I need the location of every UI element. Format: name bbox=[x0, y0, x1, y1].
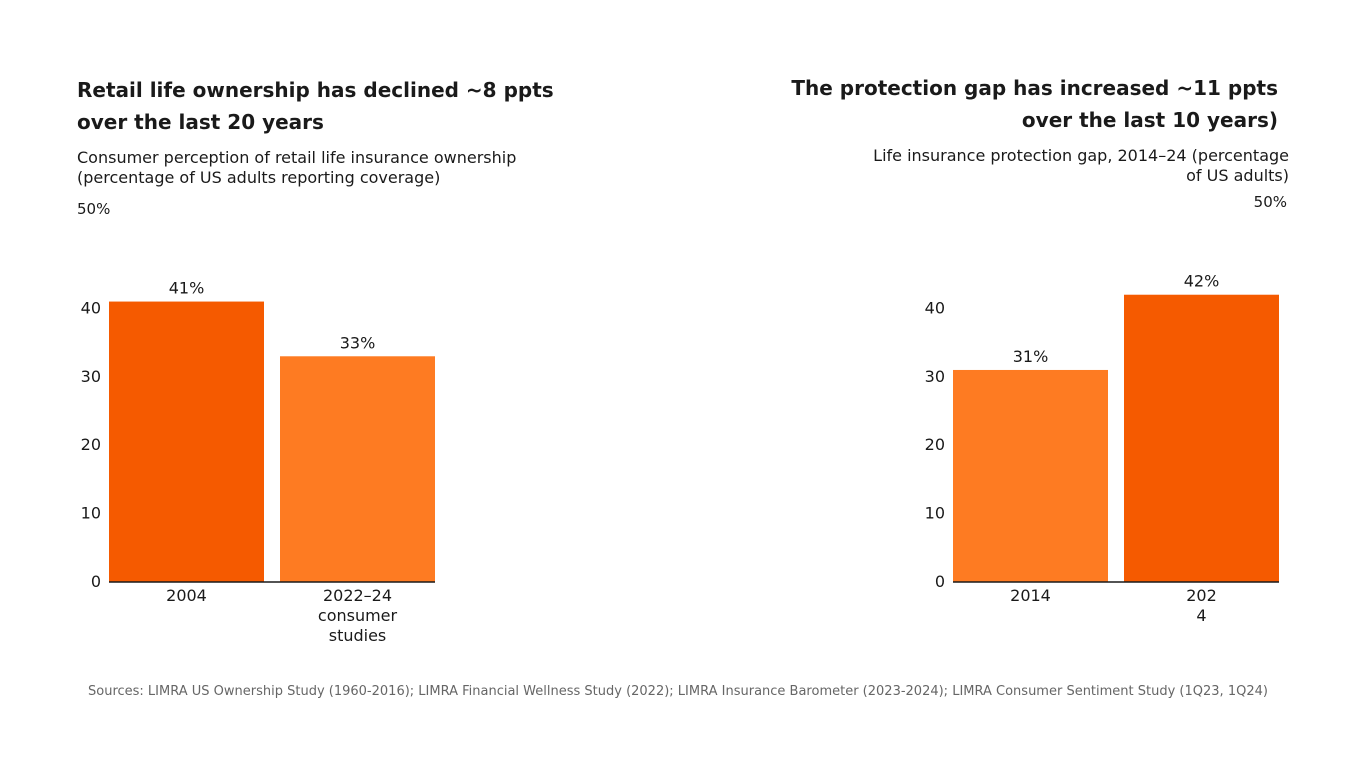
right-y-tick-label: 40 bbox=[925, 298, 945, 317]
left-chart-subtitle: Consumer perception of retail life insur… bbox=[77, 148, 516, 188]
right-category-label: 2014 bbox=[1010, 586, 1051, 605]
left-chart-subtitle-line-1: Consumer perception of retail life insur… bbox=[77, 148, 517, 167]
right-y-tick-label: 30 bbox=[925, 367, 945, 386]
right-bar bbox=[1124, 294, 1279, 582]
right-chart-title-line-1: The protection gap has increased ~11 ppt… bbox=[791, 76, 1278, 100]
left-chart-title-line-2: over the last 20 years bbox=[77, 110, 324, 134]
left-y-tick-label: 20 bbox=[81, 435, 101, 454]
right-category-label: 202 bbox=[1186, 586, 1217, 605]
left-category-label: 2022–24 bbox=[323, 586, 392, 605]
left-category-label: studies bbox=[329, 626, 387, 645]
right-bar-value-label: 42% bbox=[1184, 272, 1220, 291]
left-y-tick-label: 10 bbox=[81, 504, 101, 523]
right-chart-title-line-2: over the last 10 years) bbox=[1021, 108, 1278, 132]
right-chart-y-max-label: 50% bbox=[1253, 193, 1287, 211]
source-note: Sources: LIMRA US Ownership Study (1960-… bbox=[88, 684, 1268, 699]
right-chart-title: The protection gap has increased ~11 ppt… bbox=[791, 72, 1278, 136]
left-bar bbox=[109, 301, 264, 582]
right-y-tick-label: 10 bbox=[925, 504, 945, 523]
right-chart-subtitle: Life insurance protection gap, 2014–24 (… bbox=[873, 146, 1289, 186]
left-y-tick-label: 30 bbox=[81, 367, 101, 386]
left-chart-subtitle-line-2: (percentage of US adults reporting cover… bbox=[77, 168, 441, 187]
left-chart-y-max-label: 50% bbox=[77, 200, 111, 218]
left-bar-value-label: 41% bbox=[169, 279, 205, 298]
left-y-tick-label: 40 bbox=[81, 298, 101, 317]
left-bar bbox=[280, 356, 435, 582]
right-y-tick-label: 20 bbox=[925, 435, 945, 454]
left-category-label: 2004 bbox=[166, 586, 207, 605]
right-bar-value-label: 31% bbox=[1013, 347, 1049, 366]
right-y-tick-label: 0 bbox=[935, 572, 945, 591]
left-bar-value-label: 33% bbox=[340, 333, 376, 352]
left-chart-title-line-1: Retail life ownership has declined ~8 pp… bbox=[77, 78, 554, 102]
right-category-label: 4 bbox=[1196, 606, 1206, 625]
right-chart-subtitle-line-1: Life insurance protection gap, 2014–24 (… bbox=[873, 146, 1289, 165]
right-chart-subtitle-line-2: of US adults) bbox=[1186, 166, 1289, 185]
right-bar-chart: 0 10 20 30 40 31% 2014 42% 2024 bbox=[925, 272, 1279, 625]
left-category-label: consumer bbox=[318, 606, 398, 625]
left-y-tick-label: 0 bbox=[91, 572, 101, 591]
right-bar bbox=[953, 369, 1108, 582]
left-chart-title: Retail life ownership has declined ~8 pp… bbox=[77, 74, 554, 138]
left-bar-chart: 0 10 20 30 40 41% 2004 33% 2022–24consumerstudie… bbox=[81, 279, 435, 645]
